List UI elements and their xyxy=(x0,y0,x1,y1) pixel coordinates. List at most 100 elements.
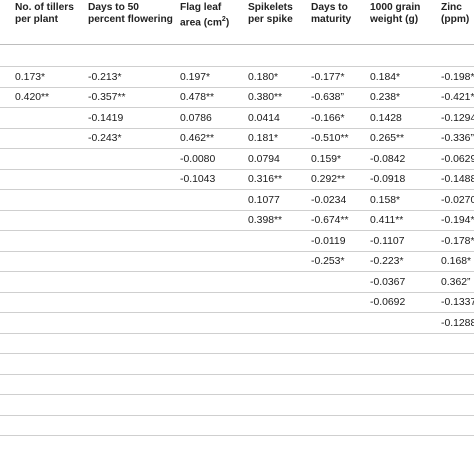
row-divider xyxy=(0,312,474,313)
column-header-line1: No. of tillers xyxy=(15,2,74,13)
table-cell: -0.1488 xyxy=(441,174,474,185)
table-cell: -0.0918 xyxy=(370,174,406,185)
table-cell: 0.1428 xyxy=(370,113,402,124)
row-divider xyxy=(0,189,474,190)
table-cell: -0.213* xyxy=(88,72,122,83)
column-header-text: per plant xyxy=(15,13,59,25)
table-cell: 0.1077 xyxy=(248,195,280,206)
table-cell: 0.173* xyxy=(15,72,46,83)
column-header-line2: per plant xyxy=(15,14,74,26)
column-header: Flag leaf area (cm2) xyxy=(180,2,229,28)
table-cell: 0.420** xyxy=(15,92,50,103)
table-cell: -0.177* xyxy=(311,72,345,83)
table-cell: -0.194* xyxy=(441,215,474,226)
table-cell: -0.243* xyxy=(88,133,122,144)
column-header-text: (ppm) xyxy=(441,13,470,25)
row-divider xyxy=(0,333,474,334)
table-cell: 0.0786 xyxy=(180,113,212,124)
column-header-text: area (cm xyxy=(180,16,222,28)
table-cell: -0.0367 xyxy=(370,277,406,288)
table-cell: -0.1419 xyxy=(88,113,124,124)
row-divider xyxy=(0,271,474,272)
column-header-line1: Spikelets xyxy=(248,2,293,13)
table-cell: 0.316** xyxy=(248,174,283,185)
row-divider xyxy=(0,394,474,395)
row-divider xyxy=(0,148,474,149)
row-divider xyxy=(0,415,474,416)
table-cell: 0.0414 xyxy=(248,113,280,124)
column-header-line2: per spike xyxy=(248,14,293,26)
table-cell: 0.0794 xyxy=(248,154,280,165)
column-header-text: maturity xyxy=(311,13,352,25)
table-cell: -0.510** xyxy=(311,133,349,144)
column-header-line2: weight (g) xyxy=(370,14,420,26)
column-header-line1: 1000 grain xyxy=(370,2,421,13)
table-cell: 0.411** xyxy=(370,215,404,226)
row-divider xyxy=(0,66,474,67)
table-cell: 0.292** xyxy=(311,174,346,185)
table-cell: -0.0080 xyxy=(180,154,216,165)
header-divider xyxy=(0,44,474,45)
column-header: No. of tillers per plant xyxy=(15,2,74,25)
table-cell: 0.184* xyxy=(370,72,401,83)
table-cell: -0.1288 xyxy=(441,318,474,329)
table-cell: -0.0270 xyxy=(441,195,474,206)
table-cell: 0.398** xyxy=(248,215,283,226)
table-cell: -0.0234 xyxy=(311,195,347,206)
table-cell: 0.158* xyxy=(370,195,401,206)
column-header-tail: ) xyxy=(225,16,230,28)
column-header-line2: area (cm2) xyxy=(180,14,229,29)
row-divider xyxy=(0,169,474,170)
column-header-line2: (ppm) xyxy=(441,14,469,26)
column-header-line1: Flag leaf xyxy=(180,2,222,13)
row-divider xyxy=(0,374,474,375)
column-header-line2: maturity xyxy=(311,14,351,26)
table-cell: 0.180* xyxy=(248,72,279,83)
column-header-line1: Days to 50 xyxy=(88,2,139,13)
column-header: Days to 50 percent flowering xyxy=(88,2,173,25)
column-header: Zinc (ppm) xyxy=(441,2,469,25)
table-cell: 0.462** xyxy=(180,133,215,144)
row-divider xyxy=(0,87,474,88)
table-cell: -0.0692 xyxy=(370,297,406,308)
column-header-superscript: 2 xyxy=(221,15,226,23)
table-cell: 0.181* xyxy=(248,133,279,144)
table-cell: 0.238* xyxy=(370,92,401,103)
row-divider xyxy=(0,353,474,354)
table-cell: -0.0119 xyxy=(311,236,346,247)
table-cell: -0.1294 xyxy=(441,113,474,124)
column-header: Days to maturity xyxy=(311,2,351,25)
table-cell: -0.421* xyxy=(441,92,474,103)
table-cell: 0.362” xyxy=(441,277,471,288)
table-cell: 0.478** xyxy=(180,92,215,103)
column-header: 1000 grain weight (g) xyxy=(370,2,420,25)
column-header-line1: Days to xyxy=(311,2,348,13)
row-divider xyxy=(0,251,474,252)
column-header: Spikelets per spike xyxy=(248,2,293,25)
row-divider xyxy=(0,230,474,231)
row-divider xyxy=(0,292,474,293)
table-cell: -0.357** xyxy=(88,92,126,103)
column-header-text: weight (g) xyxy=(370,13,419,25)
table-cell: 0.265** xyxy=(370,133,405,144)
row-divider xyxy=(0,107,474,108)
table-cell: -0.638” xyxy=(311,92,344,103)
table-cell: -0.1043 xyxy=(180,174,216,185)
table-cell: -0.0842 xyxy=(370,154,406,165)
row-divider xyxy=(0,128,474,129)
table-cell: -0.223* xyxy=(370,256,404,267)
row-divider xyxy=(0,210,474,211)
table-cell: -0.253* xyxy=(311,256,345,267)
table-cell: -0.1107 xyxy=(370,236,405,247)
table-cell: -0.674** xyxy=(311,215,349,226)
table-cell: -0.198* xyxy=(441,72,474,83)
table-cell: 0.380** xyxy=(248,92,283,103)
table-cell: -0.0629 xyxy=(441,154,474,165)
table-cell: 0.168* xyxy=(441,256,472,267)
table-cell: -0.178* xyxy=(441,236,474,247)
column-header-text: percent flowering xyxy=(88,13,173,25)
table-cell: -0.336” xyxy=(441,133,474,144)
column-header-line2: percent flowering xyxy=(88,14,173,26)
table-cell: -0.166* xyxy=(311,113,345,124)
column-header-text: per spike xyxy=(248,13,293,25)
